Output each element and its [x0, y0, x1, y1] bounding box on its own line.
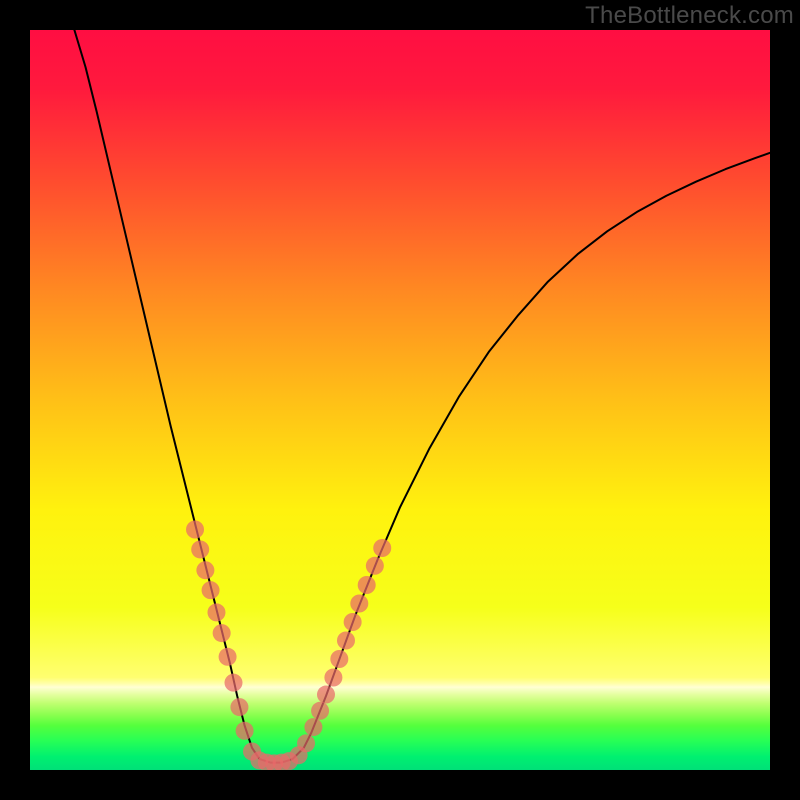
chart-frame: TheBottleneck.com: [0, 0, 800, 800]
scatter-point: [213, 624, 231, 642]
scatter-point: [225, 674, 243, 692]
scatter-point: [230, 698, 248, 716]
scatter-point: [350, 595, 368, 613]
scatter-point: [317, 686, 335, 704]
scatter-point: [311, 702, 329, 720]
scatter-point: [207, 603, 225, 621]
scatter-point: [366, 557, 384, 575]
scatter-point: [358, 576, 376, 594]
scatter-point: [202, 581, 220, 599]
scatter-point: [330, 650, 348, 668]
scatter-point: [297, 734, 315, 752]
scatter-point: [324, 669, 342, 687]
scatter-point: [344, 613, 362, 631]
watermark-text: TheBottleneck.com: [585, 2, 794, 30]
scatter-point: [196, 561, 214, 579]
plot-background: [30, 30, 770, 770]
scatter-point: [373, 539, 391, 557]
scatter-point: [337, 632, 355, 650]
scatter-point: [219, 648, 237, 666]
scatter-point: [304, 718, 322, 736]
scatter-point: [236, 722, 254, 740]
bottleneck-chart: [0, 0, 800, 800]
scatter-point: [191, 540, 209, 558]
scatter-point: [186, 521, 204, 539]
